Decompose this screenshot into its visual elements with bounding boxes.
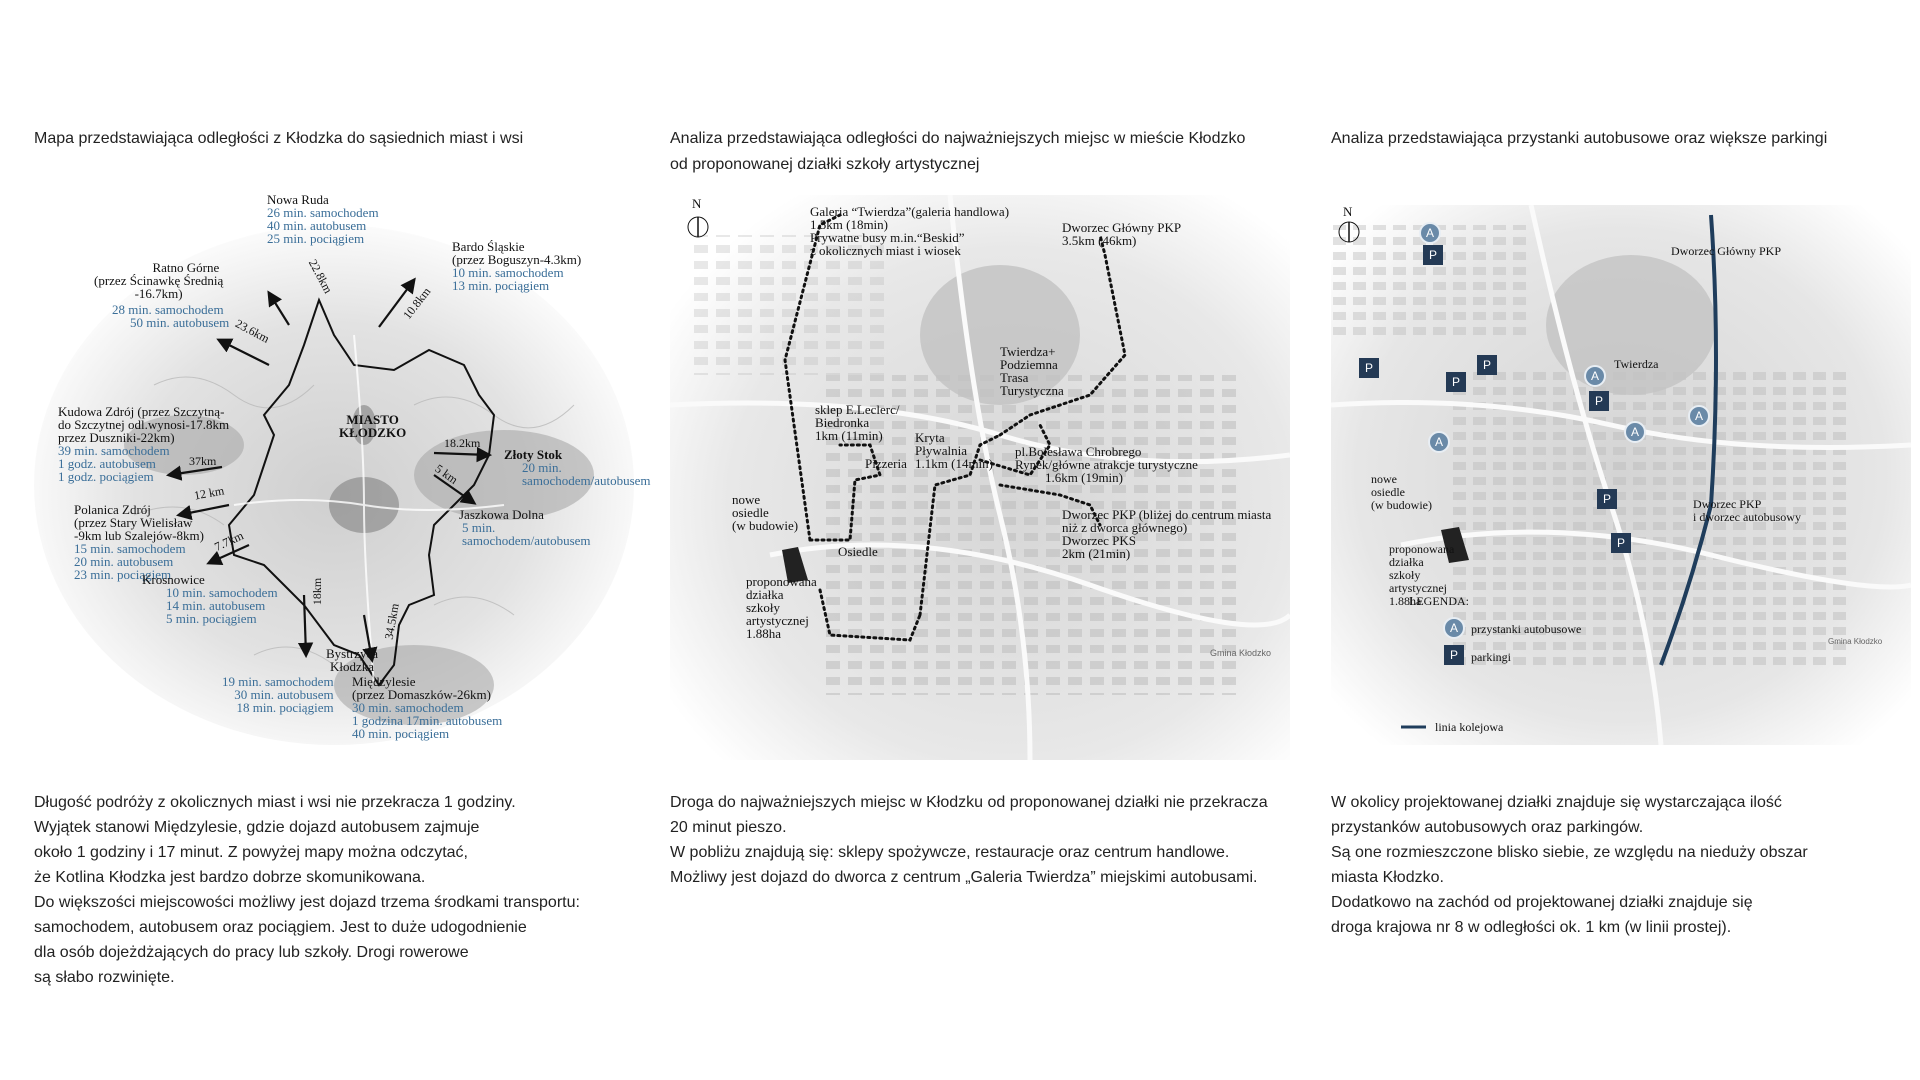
osiedle-nowe-label-3: nowe osiedle (w budowie) — [1371, 472, 1432, 512]
arrow-ratno — [216, 338, 270, 366]
transport-map: N A A A A A A P P P P P P P P Dworzec Gł… — [1330, 204, 1912, 746]
parking-marker: P — [1477, 355, 1497, 375]
parking-marker: P — [1446, 372, 1466, 392]
north-letter-2: N — [692, 196, 702, 211]
legend-rail-label: linia kolejowa — [1435, 720, 1504, 734]
zloty-stok-label: Złoty Stok 20 min. samochodem/autobusem — [504, 447, 651, 488]
dzialka-label-3: proponowana działka szkoły artystycznej … — [1389, 542, 1455, 608]
panel-transport: Analiza przedstawiająca przystanki autob… — [1330, 0, 1920, 1080]
panel-3-heading: Analiza przedstawiająca przystanki autob… — [1331, 130, 1828, 147]
north-arrow-2 — [687, 216, 709, 238]
arrow-jaszkowa — [433, 474, 477, 505]
north-letter-3: N — [1343, 204, 1353, 219]
bystrzyca-label: Bystrzyca Kłodzka — [326, 646, 378, 674]
region-map: MIASTO KŁODZKO Nowa Ruda 26 min. samocho… — [34, 185, 654, 760]
arrow-nowa-ruda — [267, 290, 290, 326]
route-basen — [918, 433, 1002, 617]
bystrzyca-times: 19 min. samochodem 30 min. autobusem 18 … — [222, 674, 334, 715]
panel-1-heading: Mapa przedstawiająca odległości z Kłodzk… — [34, 130, 524, 147]
arrow-polanica — [175, 503, 230, 521]
panel-2-heading: Analiza przedstawiająca odległości do na… — [670, 130, 1246, 173]
galeria-label: Galeria “Twierdza”(galeria handlowa) 1.5… — [810, 204, 1010, 258]
nowa-ruda-label: Nowa Ruda 26 min. samochodem 40 min. aut… — [267, 192, 379, 246]
polanica-label: Polanica Zdrój (przez Stary Wielisław -9… — [74, 502, 204, 582]
map-credit-3: Gmina Kłodzko — [1828, 637, 1883, 646]
route-galeria — [783, 213, 842, 542]
bus-stop-marker: A — [1688, 405, 1710, 427]
route-dworzec-glowny — [998, 233, 1127, 437]
ratno-label: Ratno Górne (przez Ścinawkę Średnią -16.… — [94, 260, 224, 301]
panel-3-description: W okolicy projektowanej działki znajduje… — [1331, 794, 1808, 936]
bus-stop-marker: A — [1419, 222, 1441, 244]
city-walk-map-graphic — [669, 194, 1292, 761]
arrow-zloty-stok — [433, 446, 493, 463]
plot-shape-2 — [782, 547, 808, 583]
legend-bus-swatch: A — [1443, 617, 1465, 639]
arrow-kudowa — [165, 465, 223, 481]
parking-marker: P — [1359, 358, 1379, 378]
leclerc-label: sklep E.Leclerc/ Biedronka 1km (11min) — [815, 402, 900, 443]
map-credit-2: Gmina Kłodzko — [1210, 648, 1272, 658]
panel-1-description: Długość podróży z okolicznych miast i ws… — [34, 794, 580, 986]
route-leclerc — [808, 443, 882, 542]
twierdza-label-3: Twierdza — [1614, 357, 1659, 371]
kudowa-label: Kudowa Zdrój (przez Szczytną- do Szczytn… — [58, 404, 230, 484]
bus-stop-marker: A — [1624, 421, 1646, 443]
legend-bus-label: przystanki autobusowe — [1471, 622, 1582, 636]
route-osiedle — [818, 588, 922, 642]
krosnowice-label: Krosnowice 10 min. samochodem 14 min. au… — [142, 572, 278, 626]
parking-marker: P — [1423, 245, 1443, 265]
parking-marker: P — [1589, 391, 1609, 411]
dzialka-label-2: proponowana działka szkoły artystycznej … — [746, 574, 817, 641]
rynek-label: pl.Bolesława Chrobrego Rynek/główne atra… — [1015, 444, 1198, 485]
basen-label: Kryta Pływalnia 1.1km (14min) — [915, 430, 993, 471]
panel-distances: Mapa przedstawiająca odległości z Kłodzk… — [34, 0, 654, 1080]
arrow-miedzylesie — [362, 614, 378, 664]
route-rynek — [978, 423, 1052, 477]
region-map-graphic — [34, 225, 634, 745]
kudowa-distance: 37km — [189, 454, 217, 468]
panel-2-description: Droga do najważniejszych miejsc w Kłodzk… — [670, 794, 1268, 886]
arrow-bardo — [378, 277, 416, 328]
legend-parking-label: parkingi — [1471, 650, 1511, 664]
plot-shape-3 — [1441, 527, 1469, 563]
legend-title: LEGENDA: — [1409, 594, 1469, 608]
north-arrow-3 — [1338, 221, 1360, 243]
panel-city-distances: Analiza przedstawiająca odległości do na… — [669, 0, 1292, 1080]
ratno-times: 28 min. samochodem 50 min. autobusem — [112, 302, 230, 330]
legend-parking-swatch: P — [1444, 645, 1464, 665]
miedzylesie-label: Międzylesie (przez Domaszków-26km) 30 mi… — [352, 674, 503, 741]
osiedle-nowe-label-2: nowe osiedle (w budowie) — [732, 492, 799, 533]
osiedle-label-2: Osiedle — [838, 544, 878, 559]
zloty-stok-distance: 18.2km — [444, 436, 481, 450]
map1-center: MIASTO KŁODZKO — [339, 412, 407, 440]
dworzec-pkp-label-3: Dworzec PKP i dworzec autobusowy — [1693, 497, 1801, 524]
twierdza-label-2: Twierdza+ Podziemna Trasa Turystyczna — [1000, 344, 1064, 398]
route-dworzec-pkp — [998, 483, 1102, 527]
bardo-label: Bardo Śląskie (przez Boguszyn-4.3km) 10 … — [452, 239, 582, 293]
rail-line — [1659, 214, 1718, 666]
parking-marker: P — [1611, 533, 1631, 553]
bus-stop-marker: A — [1584, 365, 1606, 387]
arrow-krosnowice — [206, 543, 250, 565]
bus-stop-marker: A — [1428, 431, 1450, 453]
dworzec-glowny-label-3: Dworzec Główny PKP — [1671, 244, 1781, 258]
transport-map-graphic — [1330, 204, 1912, 746]
jaszkowa-label: Jaszkowa Dolna 5 min. samochodem/autobus… — [459, 507, 591, 548]
city-walk-map: N Galeria “Twierdza”(galeria handlowa) 1… — [669, 194, 1292, 761]
dworzec-pkp-label-2: Dworzec PKP (bliżej do centrum miasta ni… — [1062, 507, 1272, 561]
parking-marker: P — [1597, 489, 1617, 509]
pizzeria-label: Pizzeria — [865, 456, 907, 471]
dworzec-glowny-label-2: Dworzec Główny PKP 3.5km (46km) — [1062, 220, 1182, 248]
arrow-bystrzyca — [297, 594, 314, 659]
bystrzyca-distance: 18km — [310, 577, 325, 606]
